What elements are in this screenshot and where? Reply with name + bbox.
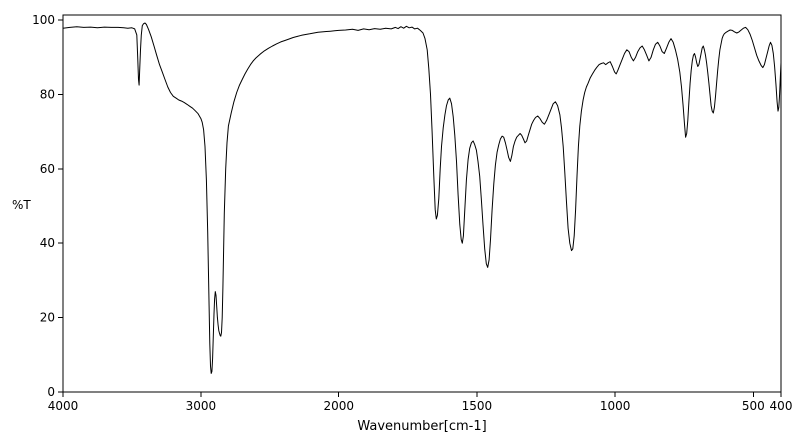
x-tick-label: 1500 bbox=[462, 399, 493, 413]
y-tick-label: 80 bbox=[40, 87, 55, 101]
y-tick-label: 60 bbox=[40, 162, 55, 176]
x-tick-label: 2000 bbox=[323, 399, 354, 413]
plot-border bbox=[62, 14, 782, 393]
x-axis-label: Wavenumber[cm-1] bbox=[357, 419, 487, 434]
y-tick-label: 40 bbox=[40, 236, 55, 250]
x-tick-label: 1000 bbox=[600, 399, 631, 413]
x-tick-label: 400 bbox=[770, 399, 793, 413]
y-tick-label: 100 bbox=[32, 13, 55, 27]
x-tick-label: 3000 bbox=[186, 399, 217, 413]
x-tick-label: 500 bbox=[742, 399, 765, 413]
x-tick-label: 4000 bbox=[48, 399, 79, 413]
y-axis-label: %T bbox=[12, 198, 31, 212]
y-tick-label: 20 bbox=[40, 311, 55, 325]
spectrum-line bbox=[62, 22, 782, 374]
y-tick-label: 0 bbox=[47, 385, 55, 399]
